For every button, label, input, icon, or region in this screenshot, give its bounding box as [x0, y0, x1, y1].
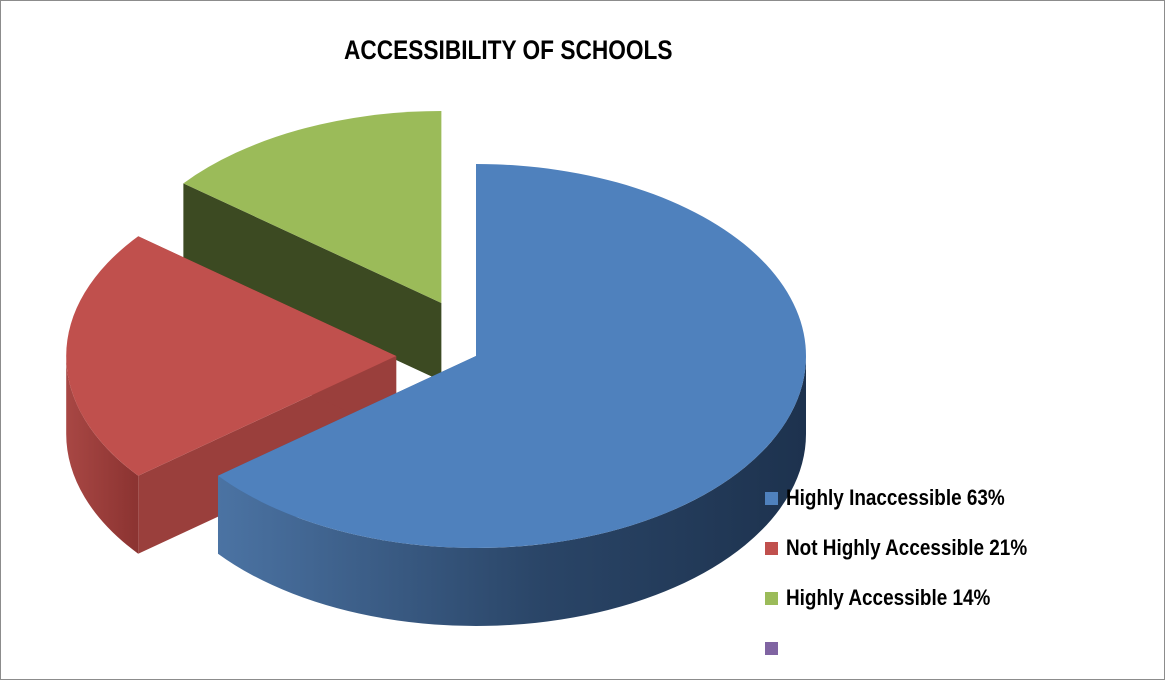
- pie-slice-3: [183, 111, 442, 382]
- legend-label: Highly Accessible 14%: [786, 585, 991, 610]
- slice-outer-wall: [66, 356, 139, 554]
- legend-swatch: [765, 542, 778, 555]
- slice-top-face: [217, 164, 806, 549]
- legend-swatch: [765, 592, 778, 605]
- legend-label: Not Highly Accessible 21%: [786, 535, 1028, 560]
- slice-top-face: [183, 111, 442, 304]
- pie-slice-1: [217, 164, 806, 626]
- legend-swatch: [765, 492, 778, 505]
- chart-title: ACCESSIBILITY OF SCHOOLS: [344, 35, 673, 65]
- legend-label: Highly Inaccessible 63%: [786, 485, 1005, 510]
- slice-radial-side: [183, 183, 442, 382]
- legend-swatch: [765, 642, 778, 655]
- slice-top-face: [66, 236, 397, 476]
- slice-outer-wall: [217, 356, 806, 626]
